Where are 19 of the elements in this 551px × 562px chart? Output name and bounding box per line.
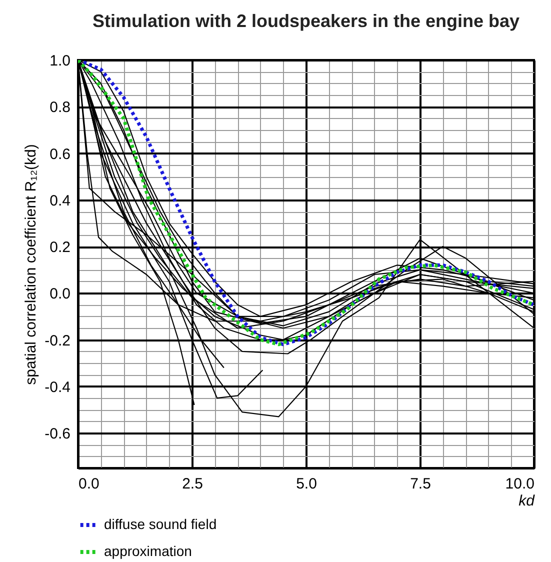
- x-tick-label: 2.5: [182, 476, 203, 492]
- y-tick-label: 1.0: [50, 52, 70, 70]
- x-tick-label: 10.0: [505, 476, 534, 492]
- x-tick-label: 0.0: [78, 476, 100, 492]
- x-tick-label: 5.0: [296, 476, 317, 492]
- y-axis-title: spatial correlation coefficient R₁₂(kd): [22, 144, 40, 385]
- y-tick-label: -0.6: [44, 426, 70, 443]
- y-tick-label: -0.2: [44, 332, 70, 350]
- legend-label: approximation: [104, 543, 192, 559]
- y-tick-label: 0.6: [50, 146, 70, 163]
- x-axis-title: kd: [518, 492, 536, 510]
- y-tick-label: 0.4: [50, 192, 70, 210]
- y-tick-label: 0.2: [50, 239, 70, 256]
- legend-label: diffuse sound field: [104, 516, 217, 532]
- y-tick-label: 0.8: [50, 99, 70, 116]
- y-tick-label: 0.0: [50, 286, 70, 303]
- chart-title: Stimulation with 2 loudspeakers in the engine bay: [92, 11, 520, 31]
- y-tick-label: -0.4: [44, 378, 70, 396]
- x-tick-label: 7.5: [410, 476, 431, 492]
